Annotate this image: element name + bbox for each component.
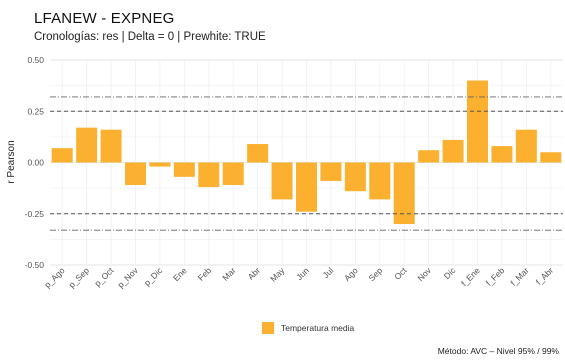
bar-f_Ene [466, 80, 489, 163]
chart-subtitle: Cronologías: res | Delta = 0 | Prewhite:… [34, 31, 266, 43]
x-tick-label-Oct: Oct [392, 265, 409, 282]
bar-Ene [173, 162, 195, 177]
x-tick-label-Mar: Mar [220, 265, 238, 283]
y-tick-label-4: 0.50 [27, 55, 44, 65]
x-tick-label-f_Ene: f_Ene [459, 265, 482, 288]
x-tick-label-Sep: Sep [366, 265, 384, 283]
chart-title: LFANEW - EXPNEG [34, 10, 175, 27]
reference-lines [50, 96, 563, 231]
bar-Jun [295, 162, 318, 212]
bar-Nov [418, 150, 440, 163]
legend-swatch [262, 322, 274, 334]
bar-Dic [442, 139, 464, 163]
bar-p_Dic [149, 162, 171, 167]
x-tick-label-May: May [268, 265, 287, 284]
x-tick-label-p_Ago: p_Ago [42, 265, 67, 290]
x-tick-label-Feb: Feb [196, 265, 214, 283]
bar-f_Abr [540, 152, 562, 163]
x-tick-label-f_Abr: f_Abr [534, 265, 556, 287]
y-tick-label-2: 0.00 [27, 158, 44, 168]
bar-series [51, 80, 562, 224]
legend-label: Temperatura media [281, 323, 355, 333]
x-tick-label-f_Mar: f_Mar [508, 265, 531, 288]
x-tick-label-p_Dic: p_Dic [142, 265, 165, 288]
bar-Sep [369, 162, 391, 200]
y-tick-label-0: -0.50 [25, 260, 45, 270]
x-tick-label-Ago: Ago [342, 265, 360, 283]
x-tick-label-p_Nov: p_Nov [115, 265, 140, 290]
x-tick-label-Ene: Ene [171, 265, 189, 283]
bar-p_Sep [76, 127, 98, 163]
bar-Oct [393, 162, 415, 224]
bar-May [271, 162, 293, 200]
bar-f_Feb [491, 146, 513, 163]
bar-p_Nov [124, 162, 147, 186]
x-tick-label-Abr: Abr [246, 265, 263, 282]
y-axis-label: r Pearson [6, 140, 17, 183]
bar-f_Mar [515, 129, 537, 163]
y-tick-label-1: -0.25 [25, 209, 45, 219]
x-tick-label-p_Oct: p_Oct [92, 265, 116, 289]
x-tick-label-Dic: Dic [442, 265, 458, 281]
x-tick-label-Nov: Nov [415, 265, 433, 283]
x-axis-ticks: p_Ago p_Sep p_Oct p_Nov p_Dic Ene Feb Mar Abr May… [42, 265, 555, 290]
x-tick-label-p_Sep: p_Sep [67, 265, 92, 290]
x-tick-label-f_Feb: f_Feb [484, 265, 507, 288]
y-tick-label-3: 0.25 [27, 106, 44, 116]
x-tick-label-Jul: Jul [321, 265, 336, 280]
chart-caption: Método: AVC – Nivel 95% / 99% [437, 346, 559, 356]
bar-Jul [320, 162, 342, 181]
bar-Ago [344, 162, 366, 192]
x-tick-label-Jun: Jun [294, 265, 311, 282]
bar-Abr [247, 144, 269, 163]
legend: Temperatura media [262, 322, 355, 334]
y-axis-ticks: -0.50 -0.25 0.00 0.25 0.50 [25, 55, 45, 270]
bar-p_Ago [51, 148, 73, 163]
bar-Mar [222, 162, 244, 186]
bar-Feb [198, 162, 220, 188]
bar-p_Oct [100, 129, 122, 163]
